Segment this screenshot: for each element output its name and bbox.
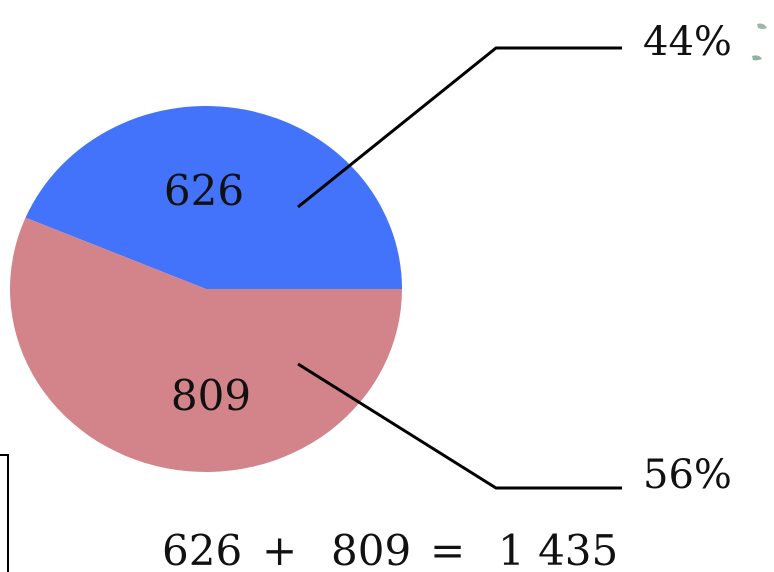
equation-term-626: 626 [162, 526, 242, 572]
percent-label-56: 56% [643, 452, 732, 498]
equation-plus: + [262, 526, 297, 572]
leader-line-626 [297, 46, 622, 209]
leader-line-809 [297, 362, 622, 490]
equation-term-809: 809 [331, 526, 411, 572]
pie-slice-809 [10, 217, 403, 472]
decorative-mark [752, 55, 762, 61]
equation-equals: = [430, 526, 465, 572]
slice-value-label-626: 626 [164, 166, 244, 215]
decorative-mark [757, 23, 767, 29]
equation-total: 1 435 [498, 526, 618, 572]
slice-value-label-809: 809 [171, 371, 251, 420]
pie-slice-626 [25, 105, 403, 289]
frame-edge [0, 454, 9, 572]
percent-label-44: 44% [643, 19, 732, 65]
